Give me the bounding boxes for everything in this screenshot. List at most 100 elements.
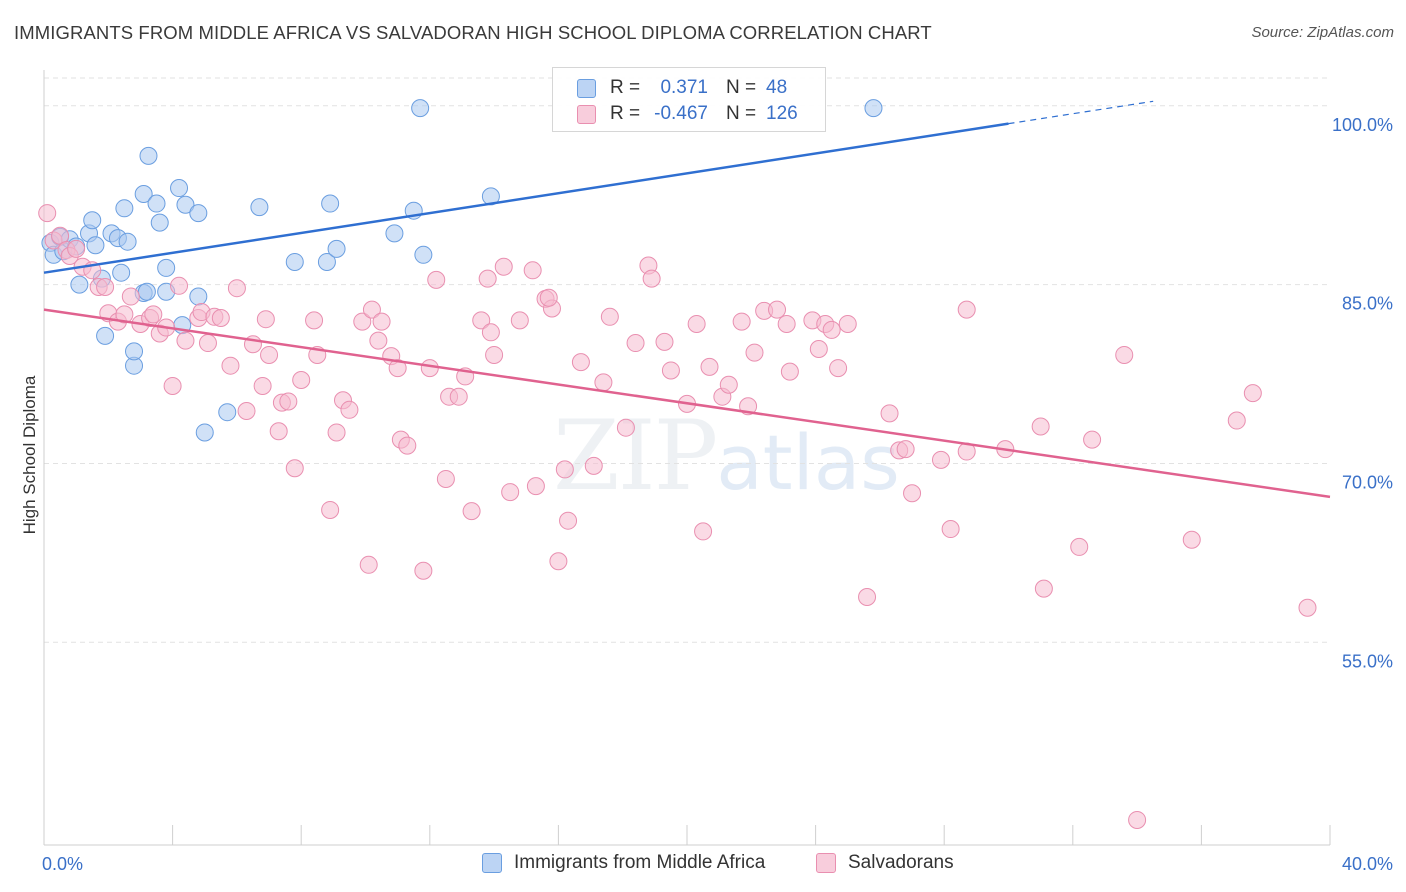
- legend-n-label: N =: [726, 103, 757, 124]
- trend-line-pink: [43, 308, 1331, 499]
- data-point-blue: [218, 403, 237, 422]
- data-point-pink: [719, 375, 738, 394]
- data-point-blue: [139, 146, 158, 165]
- data-point-blue: [157, 258, 176, 277]
- data-point-pink: [369, 331, 388, 350]
- data-point-pink: [594, 373, 613, 392]
- y-tick-label: 70.0%: [1342, 472, 1393, 492]
- data-point-blue: [327, 239, 346, 258]
- data-point-blue: [321, 194, 340, 213]
- data-point-pink: [170, 276, 189, 295]
- x-tick-label: 40.0%: [1342, 854, 1393, 874]
- data-point-pink: [600, 307, 619, 326]
- data-point-pink: [462, 502, 481, 521]
- data-point-pink: [1243, 384, 1262, 403]
- watermark: ZIPatlas: [553, 400, 900, 512]
- data-point-pink: [1031, 417, 1050, 436]
- legend-swatch-blue: [482, 853, 502, 873]
- legend-row-pink: R = -0.467 N = 126: [577, 101, 798, 127]
- data-point-pink: [253, 376, 272, 395]
- data-point-pink: [571, 353, 590, 372]
- data-point-pink: [485, 345, 504, 364]
- data-point-pink: [1182, 530, 1201, 549]
- data-point-pink: [896, 440, 915, 459]
- legend-r-label: R =: [610, 103, 641, 124]
- data-point-blue: [189, 287, 208, 306]
- chart-title: IMMIGRANTS FROM MIDDLE AFRICA VS SALVADO…: [14, 22, 932, 43]
- legend-r-value: -0.467: [654, 103, 708, 124]
- data-point-pink: [941, 520, 960, 539]
- data-point-blue: [189, 204, 208, 223]
- data-point-pink: [584, 456, 603, 475]
- data-point-blue: [864, 99, 883, 118]
- data-point-pink: [472, 311, 491, 330]
- data-point-pink: [372, 312, 391, 331]
- data-point-pink: [121, 287, 140, 306]
- data-point-blue: [134, 185, 153, 203]
- data-point-pink: [768, 300, 787, 319]
- data-point-pink: [436, 469, 455, 488]
- data-point-pink: [549, 552, 568, 571]
- data-point-pink: [321, 500, 340, 519]
- data-point-pink: [745, 343, 764, 362]
- data-point-pink: [626, 334, 645, 353]
- data-point-pink: [539, 288, 558, 307]
- data-point-pink: [687, 314, 706, 333]
- legend-swatch-pink: [577, 104, 596, 124]
- data-point-blue: [86, 236, 105, 255]
- data-point-pink: [1115, 345, 1134, 364]
- data-point-pink: [809, 340, 828, 358]
- data-point-blue: [112, 263, 131, 282]
- data-point-pink: [523, 261, 542, 280]
- legend-n-value: 126: [766, 103, 798, 124]
- data-point-pink: [292, 371, 311, 389]
- legend-swatch-pink: [816, 853, 836, 873]
- legend-swatch-blue: [577, 78, 596, 98]
- legend-r-label: R =: [610, 77, 641, 98]
- legend-label: Immigrants from Middle Africa: [514, 852, 766, 873]
- data-point-pink: [211, 309, 230, 327]
- legend-r-value: 0.371: [660, 77, 708, 98]
- data-point-pink: [957, 300, 976, 319]
- data-point-pink: [777, 314, 796, 333]
- data-point-pink: [279, 392, 298, 411]
- data-point-pink: [163, 376, 182, 395]
- data-point-pink: [353, 312, 372, 331]
- data-point-pink: [481, 323, 500, 342]
- data-point-pink: [1070, 537, 1089, 556]
- y-tick-label: 55.0%: [1342, 651, 1393, 671]
- data-point-pink: [227, 279, 246, 298]
- data-point-blue: [317, 252, 336, 271]
- data-point-pink: [559, 511, 578, 530]
- data-point-blue: [414, 245, 433, 264]
- data-point-pink: [388, 359, 407, 378]
- legend-row-blue: R = 0.371 N = 48: [577, 75, 787, 101]
- data-point-pink: [1298, 598, 1317, 617]
- data-point-blue: [250, 198, 269, 217]
- y-tick-label: 85.0%: [1342, 294, 1393, 314]
- legend-item-middle-africa[interactable]: Immigrants from Middle Africa: [482, 852, 765, 874]
- legend-item-salvadorans[interactable]: Salvadorans: [816, 852, 954, 874]
- data-point-pink: [260, 345, 279, 364]
- data-point-blue: [411, 99, 430, 118]
- data-point-pink: [655, 332, 674, 351]
- data-point-pink: [780, 362, 799, 381]
- data-point-pink: [398, 436, 417, 455]
- data-point-pink: [1227, 411, 1246, 430]
- correlation-legend: R = 0.371 N = 48 R = -0.467 N = 126: [552, 67, 826, 132]
- data-point-pink: [694, 522, 713, 541]
- source-label: Source: ZipAtlas.com: [1251, 24, 1394, 41]
- trend-line-extension-blue: [1008, 100, 1154, 125]
- series-legend: Immigrants from Middle Africa Salvadoran…: [0, 852, 1406, 878]
- legend-n-label: N =: [726, 77, 757, 98]
- data-point-blue: [96, 326, 115, 345]
- legend-label: Salvadorans: [848, 852, 954, 873]
- data-point-pink: [822, 320, 841, 339]
- data-point-pink: [829, 359, 848, 378]
- y-tick-label: 100.0%: [1332, 115, 1393, 135]
- data-point-pink: [221, 356, 240, 375]
- data-point-blue: [285, 252, 304, 271]
- data-point-pink: [420, 359, 439, 378]
- data-point-blue: [70, 275, 89, 294]
